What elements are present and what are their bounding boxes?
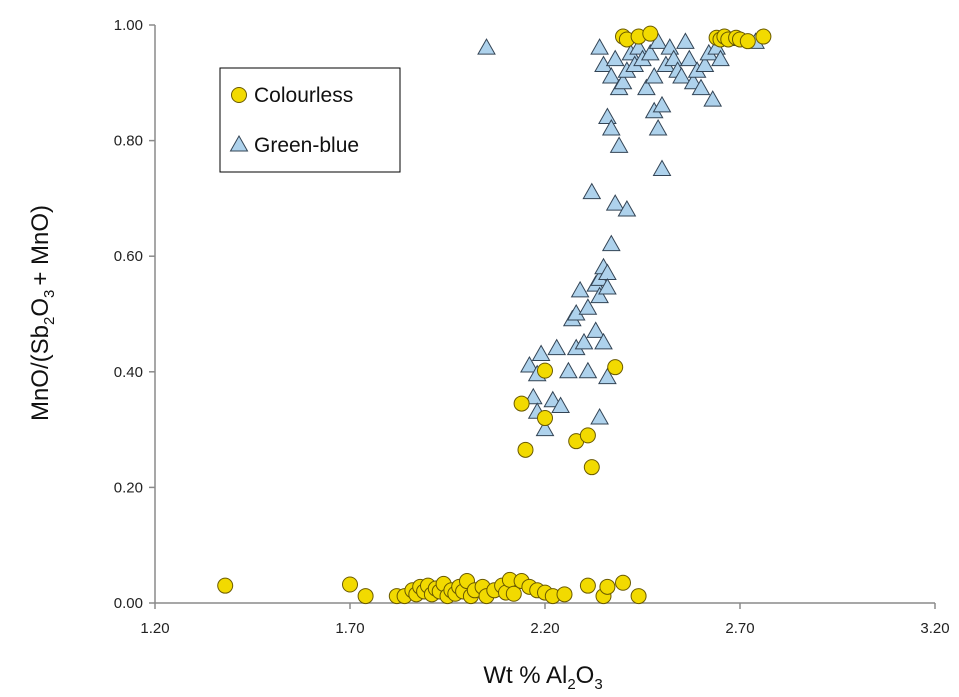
data-point-green-blue [613,72,633,90]
data-point-green-blue [598,107,617,124]
y-axis-title: MnO/(Sb2O3+ MnO) [27,205,58,421]
data-point-green-blue [695,55,715,72]
data-point-green-blue [551,396,570,413]
data-point-colourless [217,577,234,594]
y-tick-label: 0.00 [114,595,143,612]
data-point-colourless [607,359,624,376]
legend-marker-green-blue [229,134,249,152]
y-tick-label: 0.80 [114,133,143,150]
data-point-colourless [579,427,596,444]
data-point-green-blue [652,95,672,113]
data-point-green-blue [711,49,730,67]
data-point-colourless [517,441,534,458]
data-point-green-blue [574,332,594,350]
data-point-colourless [739,33,756,50]
data-point-green-blue [547,338,567,356]
data-point-colourless [342,576,358,593]
data-point-colourless [583,459,600,476]
data-point-green-blue [605,194,625,211]
x-tick-label: 3.20 [920,620,949,637]
data-point-green-blue [586,321,606,338]
data-point-green-blue [477,38,496,55]
y-tick-label: 0.20 [114,479,143,496]
x-tick-label: 2.20 [530,620,559,637]
data-point-colourless [537,410,553,427]
data-point-green-blue [590,408,609,425]
data-point-green-blue [672,67,691,84]
data-point-colourless [755,28,772,45]
data-point-green-blue [648,32,668,49]
data-point-green-blue [601,119,621,136]
data-point-green-blue [648,119,668,136]
data-point-green-blue [676,32,695,49]
data-point-colourless [579,577,596,594]
data-point-colourless [505,585,522,602]
legend-label-green-blue: Green-blue [254,134,359,157]
x-tick-label: 1.70 [335,620,364,637]
data-point-colourless [357,588,374,605]
data-point-green-blue [605,49,625,67]
data-point-colourless [642,25,659,42]
data-point-green-blue [523,387,543,405]
data-point-green-blue [609,136,629,153]
y-tick-label: 0.40 [114,364,143,381]
data-point-colourless [599,578,616,595]
data-point-green-blue [637,78,656,96]
data-point-green-blue [598,367,617,385]
data-point-green-blue [535,419,555,437]
data-point-green-blue [601,234,621,252]
x-axis-title: Wt % Al2O3 [483,662,602,693]
data-point-green-blue [598,277,617,295]
data-point-green-blue [578,298,598,315]
data-point-colourless [556,586,573,603]
series-green-blue [477,29,765,437]
data-point-green-blue [578,361,598,379]
data-point-green-blue [559,361,578,379]
data-point-green-blue [703,90,723,107]
legend-box [219,67,401,173]
x-tick-label: 2.70 [725,620,754,637]
data-point-colourless [537,362,553,379]
x-tick-label: 1.20 [140,620,169,637]
data-point-green-blue [640,43,660,61]
data-point-green-blue [531,344,551,361]
y-tick-label: 1.00 [114,17,143,34]
data-point-colourless [513,395,530,412]
data-point-green-blue [590,38,609,55]
legend: Colourless Green-blue [219,67,401,173]
data-point-colourless [630,588,647,605]
data-point-green-blue [570,280,590,298]
legend-label-colourless: Colourless [254,84,353,107]
data-point-green-blue [644,67,664,84]
data-point-green-blue [652,159,672,176]
data-point-green-blue [601,67,621,84]
data-point-green-blue [594,332,613,350]
axes: 0.00 0.20 0.40 0.60 0.80 1.00 1.20 1.70 2.20 2.70… [114,17,950,637]
data-point-green-blue [691,78,711,96]
data-point-green-blue [590,286,609,304]
data-point-green-blue [520,356,539,373]
data-point-colourless [615,574,631,591]
data-point-green-blue [582,182,602,200]
data-point-green-blue [617,199,637,217]
legend-marker-colourless [231,87,247,103]
y-tick-label: 0.60 [114,248,143,265]
data-marks [217,25,772,605]
data-point-green-blue [679,49,699,67]
series-colourless [217,25,772,605]
